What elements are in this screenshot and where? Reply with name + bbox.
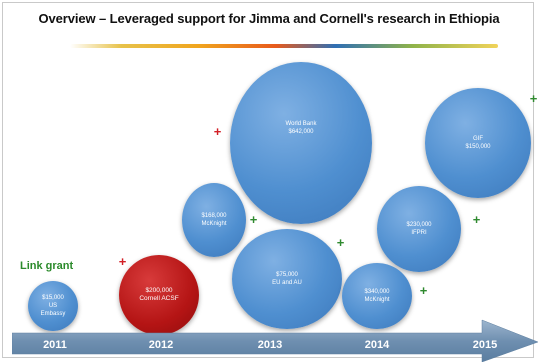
bubble-amount: $15,000 (42, 295, 64, 301)
bubble-cornell-acsf: $200,000 Cornell ACSF (119, 255, 199, 335)
timeline-arrow (12, 318, 538, 362)
bubble-funder: Cornell ACSF (139, 295, 179, 302)
link-grant-label: Link grant (20, 260, 74, 272)
bubble-eu-au: $75,000 EU and AU (232, 229, 342, 329)
bubble-gif: GIF $150,000 (425, 88, 531, 198)
bubble-mcknight-340000: $340,000 McKnight (342, 263, 412, 329)
bubble-amount: $340,000 (364, 289, 390, 295)
year-label: 2012 (148, 339, 174, 351)
bubble-amount: $150,000 (465, 144, 491, 150)
bubble-funder: McKnight (364, 297, 390, 303)
bubble-funder: IFPRI (411, 230, 427, 236)
year-label: 2015 (472, 339, 498, 351)
year-label: 2014 (364, 339, 390, 351)
title-gradient-rule (70, 44, 498, 48)
green-plus-marker: + (529, 91, 538, 106)
year-label: 2013 (257, 339, 283, 351)
bubble-amount: $168,000 (201, 213, 227, 219)
bubble-world-bank: World Bank $642,000 (230, 62, 372, 224)
slide-title: Overview – Leveraged support for Jimma a… (38, 11, 500, 26)
bubble-mcknight-168000: $168,000 McKnight (182, 183, 246, 257)
green-plus-marker: + (336, 235, 345, 250)
bubble-funder: GIF (473, 136, 483, 142)
bubble-amount: $230,000 (406, 222, 432, 228)
bubble-funder: EU and AU (272, 280, 302, 286)
bubble-ifpri: $230,000 IFPRI (377, 186, 461, 272)
bubble-funder: World Bank (285, 121, 317, 127)
green-plus-marker: + (419, 283, 428, 298)
bubble-us-embassy: $15,000 US Embassy (28, 281, 78, 331)
bubble-amount: $200,000 (145, 287, 173, 294)
green-plus-marker: + (249, 212, 258, 227)
red-plus-marker: + (213, 124, 222, 139)
slide-frame (2, 2, 534, 358)
year-label: 2011 (43, 339, 67, 351)
bubble-amount: $75,000 (276, 272, 298, 278)
bubble-funder-detail: Embassy (40, 311, 66, 317)
bubble-amount: $642,000 (288, 129, 314, 135)
red-plus-marker: + (118, 254, 127, 269)
bubble-funder: McKnight (201, 221, 227, 227)
bubble-funder: US (48, 303, 58, 309)
green-plus-marker: + (472, 212, 481, 227)
